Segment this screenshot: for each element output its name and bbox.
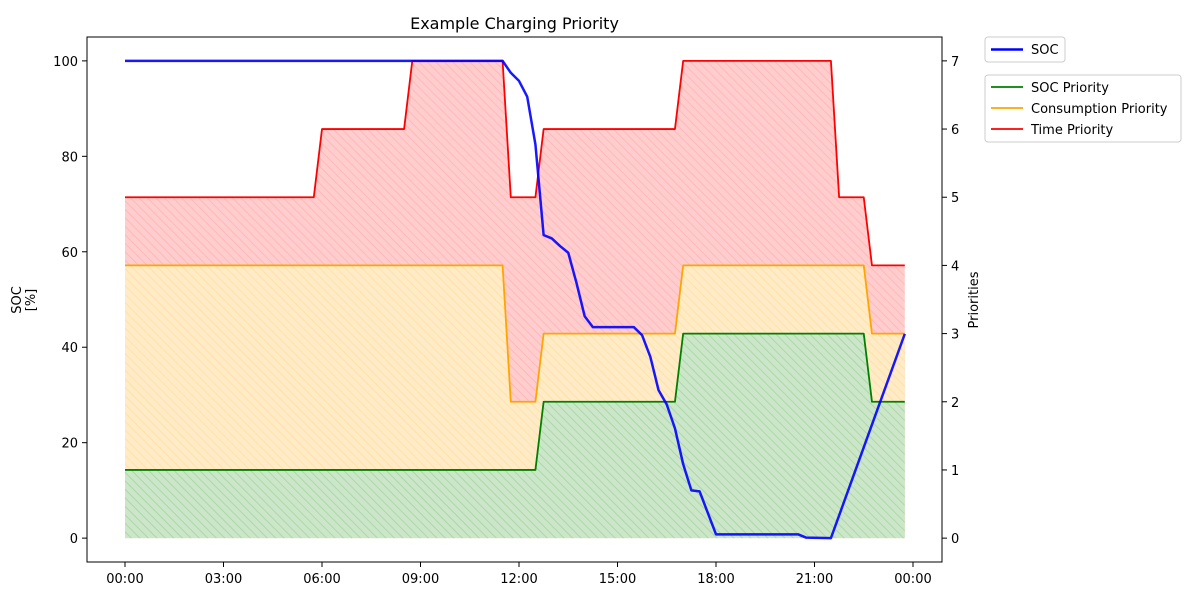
x-tick-label: 12:00 — [500, 572, 537, 587]
legend-consumption-priority-label: Consumption Priority — [1031, 102, 1168, 117]
soc-line — [125, 59, 906, 540]
x-tick-label: 06:00 — [303, 572, 340, 587]
priority-fill-areas — [125, 60, 905, 539]
x-axis: 00:00 03:00 06:00 09:00 12:00 15:00 18:00 21:00… — [106, 562, 932, 587]
y2-tick-label: 0 — [951, 532, 959, 547]
y-tick-label: 40 — [61, 341, 78, 356]
plot-frame — [86, 36, 943, 563]
x-tick-label: 09:00 — [402, 572, 439, 587]
y2-tick-label: 1 — [951, 464, 959, 479]
x-tick-label: 03:00 — [205, 572, 242, 587]
legend-soc-label: SOC — [1031, 43, 1059, 58]
y-tick-label: 60 — [61, 246, 78, 261]
soc-priority-line — [125, 332, 905, 471]
x-tick-label: 21:00 — [796, 572, 833, 587]
y2-tick-label: 2 — [951, 396, 959, 411]
y-tick-label: 80 — [61, 150, 78, 165]
y2-axis-title: Priorities — [967, 271, 982, 328]
series-lines — [125, 59, 906, 540]
y-tick-label: 100 — [53, 55, 78, 70]
y2-tick-label: 3 — [951, 328, 959, 343]
time-priority-line — [125, 59, 905, 267]
legend-time-priority-label: Time Priority — [1030, 123, 1114, 138]
x-tick-label: 15:00 — [599, 572, 636, 587]
y-axis-left: 0 20 40 60 80 100 — [53, 55, 87, 547]
legend-soc-box — [984, 36, 1066, 63]
legend-soc-priority-label: SOC Priority — [1031, 81, 1109, 96]
chart-title: Example Charging Priority — [410, 14, 619, 33]
y-tick-label: 20 — [61, 437, 78, 452]
legend-priorities: SOC Priority Consumption Priority Time Pri… — [984, 74, 1182, 143]
x-tick-label: 18:00 — [697, 572, 734, 587]
y-axis-title: SOC[%] — [10, 286, 39, 314]
x-tick-label: 00:00 — [106, 572, 143, 587]
consumption-priority-line — [125, 264, 905, 403]
y-tick-label: 0 — [70, 532, 78, 547]
y2-tick-label: 7 — [951, 55, 959, 70]
soc-priority-fill — [125, 333, 905, 539]
y-axis-right: 0 1 2 3 4 5 6 7 — [942, 55, 959, 547]
legend-priorities-box — [984, 74, 1182, 143]
y2-tick-label: 6 — [951, 123, 959, 138]
y2-tick-label: 4 — [951, 259, 959, 274]
legend-soc: SOC — [984, 36, 1066, 63]
y2-tick-label: 5 — [951, 191, 959, 206]
x-tick-label: 00:00 — [894, 572, 931, 587]
